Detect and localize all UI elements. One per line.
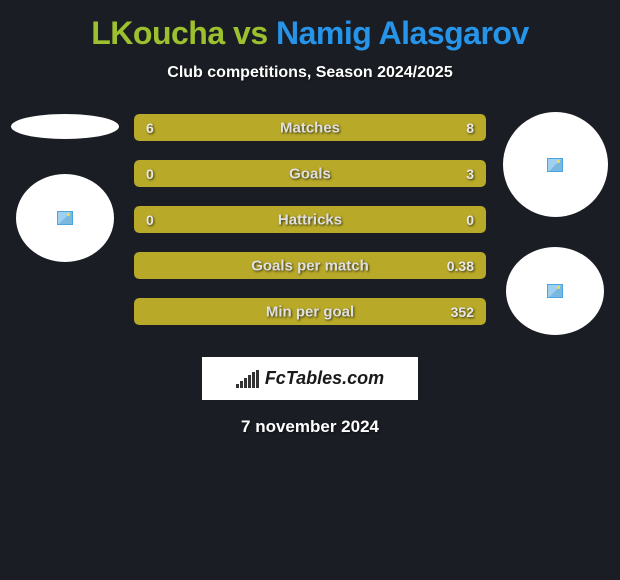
player1-club-avatar	[16, 174, 114, 262]
logo-mini-bar	[236, 384, 239, 388]
player2-name: Namig Alasgarov	[276, 15, 529, 51]
subtitle: Club competitions, Season 2024/2025	[0, 64, 620, 82]
stat-label: Min per goal	[266, 303, 354, 320]
right-avatar-column	[490, 112, 620, 335]
player1-ellipse	[11, 114, 119, 139]
stat-value-left: 0	[146, 212, 154, 228]
stat-bar-left	[134, 114, 275, 141]
stat-bars: Matches 6 8 Goals 0 3 Hattricks 0 0 Goals per mat…	[130, 112, 490, 335]
logo-mini-bar	[244, 378, 247, 388]
stat-value-right: 8	[466, 120, 474, 136]
stat-value-right: 352	[451, 304, 474, 320]
stat-value-left: 0	[146, 166, 154, 182]
player2-avatar	[503, 112, 608, 217]
logo-mini-bar	[248, 375, 251, 388]
logo-mini-bar	[252, 372, 255, 388]
stat-bar-row: Goals per match 0.38	[134, 252, 486, 279]
date-label: 7 november 2024	[0, 417, 620, 437]
stat-bar-row: Matches 6 8	[134, 114, 486, 141]
stat-value-left: 6	[146, 120, 154, 136]
logo-text: FcTables.com	[265, 368, 384, 389]
placeholder-image-icon	[547, 284, 563, 298]
logo-bars-icon	[236, 370, 259, 388]
logo-mini-bar	[240, 381, 243, 388]
player1-name: LKoucha	[91, 15, 224, 51]
stat-label: Matches	[280, 119, 340, 136]
placeholder-image-icon	[547, 158, 563, 172]
stat-bar-row: Goals 0 3	[134, 160, 486, 187]
fctables-logo: FcTables.com	[202, 357, 418, 400]
stat-label: Hattricks	[278, 211, 342, 228]
stat-bar-row: Min per goal 352	[134, 298, 486, 325]
logo-mini-bar	[256, 370, 259, 388]
stat-value-right: 0	[466, 212, 474, 228]
comparison-title: LKoucha vs Namig Alasgarov	[0, 15, 620, 52]
stat-bar-row: Hattricks 0 0	[134, 206, 486, 233]
player2-club-avatar	[506, 247, 604, 335]
infographic-container: LKoucha vs Namig Alasgarov Club competit…	[0, 0, 620, 447]
vs-separator: vs	[225, 15, 276, 51]
stat-label: Goals per match	[251, 257, 369, 274]
stat-label: Goals	[289, 165, 331, 182]
placeholder-image-icon	[57, 211, 73, 225]
stat-value-right: 3	[466, 166, 474, 182]
comparison-content: Matches 6 8 Goals 0 3 Hattricks 0 0 Goals per mat…	[0, 112, 620, 335]
left-avatar-column	[0, 112, 130, 335]
stat-value-right: 0.38	[447, 258, 474, 274]
